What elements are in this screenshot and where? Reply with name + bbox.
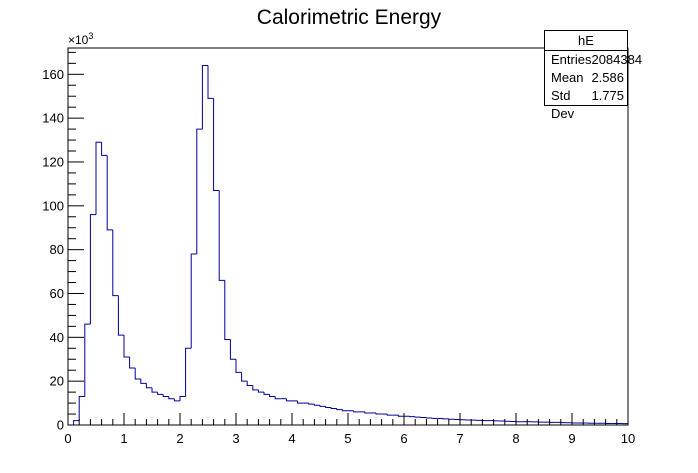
- x-tick-label: 8: [512, 431, 519, 446]
- chart-title: Calorimetric Energy: [257, 6, 442, 29]
- stats-box-title: hE: [545, 31, 627, 51]
- histogram-bin: [201, 65, 208, 130]
- histogram-bin: [263, 392, 270, 395]
- histogram-bin: [252, 385, 259, 391]
- histogram-bin: [112, 229, 119, 297]
- x-tick-label: 5: [344, 431, 351, 446]
- histogram-bin: [78, 396, 85, 421]
- histogram-bin: [185, 347, 192, 397]
- histogram-bin: [336, 408, 343, 411]
- histogram-bin: [129, 357, 136, 369]
- histogram-bin: [207, 65, 214, 99]
- histogram-bin: [325, 406, 332, 408]
- histogram-bin: [140, 378, 147, 384]
- histogram-bin: [179, 396, 186, 401]
- histogram-bin: [134, 368, 141, 380]
- y-tick-label: 160: [42, 67, 64, 82]
- histogram-bin: [73, 420, 80, 425]
- histogram-bin: [313, 404, 320, 406]
- stats-row-mean: Mean 2.586: [545, 69, 627, 87]
- y-tick-label: 60: [50, 286, 64, 301]
- histogram-bin: [106, 155, 113, 231]
- histogram-bin: [196, 128, 203, 255]
- histogram-bin: [386, 414, 393, 416]
- histogram-bin: [274, 396, 281, 400]
- histogram-bin: [364, 411, 371, 414]
- histogram-bin: [95, 141, 102, 215]
- histogram-bin: [341, 409, 348, 412]
- stats-row-stddev: Std Dev 1.775: [545, 87, 627, 121]
- histogram-bin: [375, 412, 382, 415]
- y-tick-label: 20: [50, 374, 64, 389]
- x-tick-label: 3: [232, 431, 239, 446]
- histogram-bin: [257, 389, 264, 393]
- y-axis-exponent: ×103: [68, 31, 93, 47]
- y-tick-label: 80: [50, 242, 64, 257]
- y-tick-label: 40: [50, 330, 64, 345]
- x-tick-label: 7: [456, 431, 463, 446]
- x-tick-label: 6: [400, 431, 407, 446]
- histogram-bin: [246, 381, 253, 387]
- stats-value: 2084384: [591, 52, 643, 67]
- histogram-bin: [157, 392, 164, 395]
- histogram-bin: [162, 394, 169, 398]
- y-tick-label: 140: [42, 111, 64, 126]
- histogram-bin: [151, 387, 158, 393]
- x-tick-label: 4: [288, 431, 295, 446]
- histogram-bin: [168, 396, 175, 400]
- stats-label: Std Dev: [551, 88, 575, 121]
- y-exponent-base: ×10: [68, 33, 89, 47]
- histogram-bin: [89, 214, 96, 325]
- histogram-bin: [145, 383, 152, 389]
- histogram-bin: [308, 403, 315, 405]
- histogram-bin: [117, 295, 124, 336]
- y-tick-label: 100: [42, 198, 64, 213]
- histogram-bin: [84, 323, 91, 397]
- histogram-bin: [285, 398, 292, 402]
- histogram-bin: [397, 415, 404, 417]
- histogram-bin: [224, 280, 231, 341]
- y-tick-label: 0: [57, 418, 64, 433]
- histogram-bin: [241, 372, 248, 382]
- histogram-bin: [213, 98, 220, 191]
- histogram-bin: [330, 407, 337, 410]
- stats-value: 2.586: [591, 70, 624, 85]
- histogram-bin: [229, 339, 236, 360]
- stats-box: hE Entries 2084384 Mean 2.586 Std Dev 1.…: [544, 30, 642, 121]
- histogram-bin: [173, 398, 180, 402]
- histogram-bin: [235, 359, 242, 373]
- stats-value: 1.775: [591, 88, 624, 103]
- stats-label: Entries: [551, 52, 592, 67]
- x-tick-label: 1: [120, 431, 127, 446]
- histogram-bin: [297, 400, 304, 404]
- histogram-bin: [218, 190, 225, 281]
- histogram-bin: [190, 253, 197, 349]
- histogram-bin: [319, 405, 326, 407]
- x-tick-label: 10: [621, 431, 635, 446]
- stats-label: Mean: [551, 70, 584, 85]
- x-tick-label: 2: [176, 431, 183, 446]
- svg-text:×103: ×103: [68, 31, 93, 47]
- histogram-bin: [123, 335, 130, 358]
- y-tick-label: 120: [42, 154, 64, 169]
- stats-row-entries: Entries 2084384: [545, 51, 642, 69]
- histogram-bin: [101, 142, 108, 156]
- x-tick-label: 9: [568, 431, 575, 446]
- x-tick-label: 0: [64, 431, 71, 446]
- y-exponent-power: 3: [88, 31, 93, 41]
- histogram-bin: [269, 394, 276, 398]
- histogram-bin: [353, 410, 360, 413]
